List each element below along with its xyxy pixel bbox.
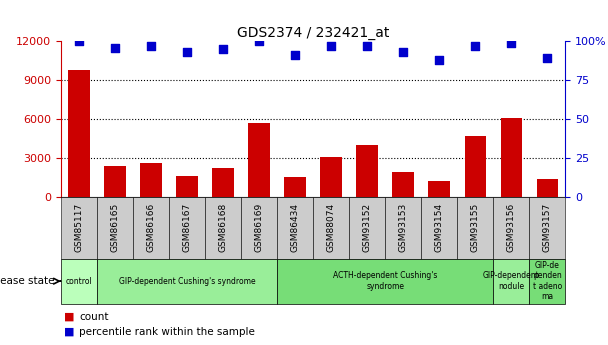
Text: GSM86165: GSM86165 — [111, 203, 119, 252]
Text: GIP-dependent
nodule: GIP-dependent nodule — [483, 272, 540, 291]
Bar — [465, 136, 486, 197]
Text: GSM88074: GSM88074 — [326, 203, 336, 252]
Text: GSM86169: GSM86169 — [255, 203, 263, 252]
Point — [110, 45, 120, 50]
Point — [218, 46, 228, 52]
Text: GSM93153: GSM93153 — [399, 203, 408, 252]
Title: GDS2374 / 232421_at: GDS2374 / 232421_at — [237, 26, 389, 40]
Text: GSM93156: GSM93156 — [507, 203, 516, 252]
Text: GSM86167: GSM86167 — [182, 203, 192, 252]
Point — [398, 49, 408, 55]
Bar — [285, 177, 306, 197]
Point — [290, 52, 300, 58]
Text: count: count — [79, 312, 109, 322]
Bar — [537, 178, 558, 197]
Text: percentile rank within the sample: percentile rank within the sample — [79, 327, 255, 337]
Bar — [392, 172, 414, 197]
Bar — [176, 176, 198, 197]
Bar — [104, 166, 126, 197]
Point — [542, 56, 552, 61]
Text: ACTH-dependent Cushing's
syndrome: ACTH-dependent Cushing's syndrome — [333, 272, 437, 291]
Text: GSM86434: GSM86434 — [291, 203, 300, 252]
Bar — [500, 118, 522, 197]
Text: GSM93154: GSM93154 — [435, 203, 444, 252]
Bar — [68, 70, 89, 197]
Text: ■: ■ — [64, 327, 74, 337]
Bar — [320, 157, 342, 197]
Text: GSM93155: GSM93155 — [471, 203, 480, 252]
Text: GIP-de
penden
t adeno
ma: GIP-de penden t adeno ma — [533, 261, 562, 301]
Bar — [356, 145, 378, 197]
Point — [254, 39, 264, 44]
Text: GSM93152: GSM93152 — [363, 203, 371, 252]
Point — [435, 57, 444, 63]
Bar — [429, 181, 450, 197]
Text: GSM86166: GSM86166 — [147, 203, 156, 252]
Text: control: control — [66, 277, 92, 286]
Bar — [248, 123, 270, 197]
Text: disease state: disease state — [0, 276, 55, 286]
Text: GIP-dependent Cushing's syndrome: GIP-dependent Cushing's syndrome — [119, 277, 255, 286]
Point — [471, 43, 480, 49]
Point — [146, 43, 156, 49]
Point — [506, 40, 516, 46]
Bar — [140, 163, 162, 197]
Text: ■: ■ — [64, 312, 74, 322]
Text: GSM85117: GSM85117 — [74, 203, 83, 252]
Bar — [212, 168, 234, 197]
Point — [326, 43, 336, 49]
Point — [362, 43, 372, 49]
Point — [74, 39, 84, 44]
Text: GSM93157: GSM93157 — [543, 203, 552, 252]
Text: GSM86168: GSM86168 — [218, 203, 227, 252]
Point — [182, 49, 192, 55]
